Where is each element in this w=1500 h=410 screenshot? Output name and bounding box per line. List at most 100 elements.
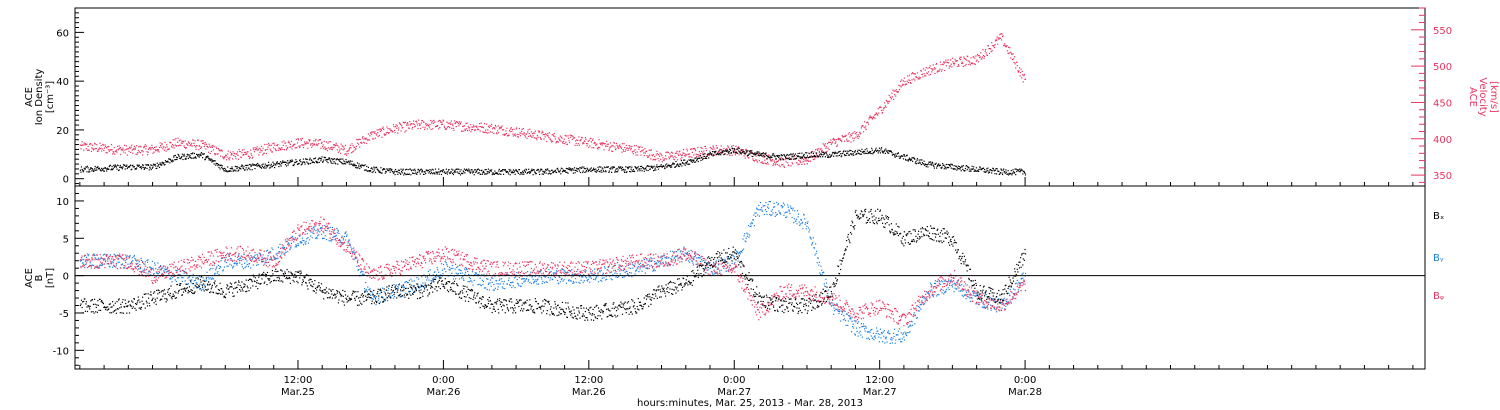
ion-density-series-point [846, 150, 848, 152]
velocity-series-point [930, 68, 932, 70]
ion-density-series-point [805, 157, 807, 159]
ion-density-series-point [95, 169, 97, 171]
velocity-series-point [766, 158, 768, 160]
velocity-series-point [104, 144, 106, 146]
by-series-point [326, 230, 328, 232]
by-series-point [224, 255, 227, 257]
ion-density-series-point [932, 164, 934, 166]
ion-density-series-point [706, 155, 708, 158]
velocity-series-point [150, 147, 152, 149]
by-series-point [720, 269, 722, 271]
by-series-point [331, 226, 333, 228]
velocity-series-point [668, 158, 670, 160]
ion-density-series-point [623, 170, 625, 172]
ion-density-series-point [355, 167, 357, 169]
ion-density-series-point [252, 163, 254, 165]
ion-density-series-point [515, 169, 517, 171]
velocity-series-point [378, 129, 380, 131]
by-series-point [545, 270, 547, 273]
ion-density-series-point [524, 171, 526, 173]
velocity-series-point [143, 147, 145, 149]
ion-density-series-point [530, 169, 532, 171]
by-series-point [536, 283, 538, 285]
velocity-series-point [350, 152, 353, 154]
ion-density-series-point [475, 170, 477, 173]
velocity-series-point [197, 139, 199, 141]
by-series-point [542, 272, 544, 274]
by-series-point [835, 308, 837, 310]
by-series-point [235, 263, 237, 265]
by-series-point [457, 273, 459, 275]
velocity-series-point [212, 144, 214, 146]
by-series-point [630, 272, 632, 274]
velocity-series-point [976, 53, 979, 56]
velocity-series-point [860, 132, 862, 134]
velocity-series-point [127, 148, 129, 150]
ion-density-series-point [89, 168, 91, 170]
by-series-point [814, 254, 816, 256]
ion-density-series-point [955, 165, 957, 167]
ion-density-series-point [781, 154, 783, 156]
ion-density-series-point [162, 162, 164, 164]
velocity-series-point [925, 67, 927, 69]
by-series-point [811, 243, 813, 245]
by-series-point [297, 243, 299, 245]
by-series-point [115, 266, 117, 268]
ion-density-series-point [1011, 174, 1013, 176]
by-series-point [257, 264, 259, 266]
ion-density-series-point [874, 150, 876, 152]
by-series-point [175, 280, 177, 283]
velocity-series-point [931, 71, 933, 73]
by-series-point [692, 264, 694, 266]
velocity-series-point [671, 155, 673, 157]
ion-density-series-point [849, 153, 852, 155]
velocity-series-point [639, 146, 641, 148]
by-series-point [760, 209, 762, 211]
velocity-series-point [406, 124, 408, 126]
velocity-series-point [505, 132, 507, 135]
velocity-series-point [883, 107, 885, 109]
velocity-series-point [908, 74, 910, 76]
velocity-series-point [416, 124, 419, 126]
by-series-point [467, 270, 469, 273]
by-series-point [570, 270, 572, 272]
by-series-point [631, 263, 633, 265]
by-series-point [630, 267, 632, 270]
velocity-series-point [608, 149, 610, 152]
by-series-point [455, 278, 457, 280]
velocity-series-point [632, 153, 634, 155]
ion-density-series-point [687, 163, 690, 165]
ion-density-series-point [910, 159, 913, 161]
ion-density-series-point [164, 164, 166, 166]
ion-density-series-point [101, 167, 103, 169]
by-series-point [95, 258, 97, 260]
velocity-series-point [798, 159, 800, 161]
ion-density-series-point [985, 170, 987, 172]
velocity-series-point [821, 149, 823, 151]
velocity-series-point [199, 145, 201, 147]
ion-density-series-point [747, 154, 750, 156]
ion-density-series-point [782, 158, 784, 160]
velocity-series-point [577, 143, 579, 145]
ion-density-series-point [89, 171, 91, 173]
velocity-series-point [247, 151, 249, 153]
velocity-series-point [801, 157, 804, 159]
ion-density-series-point [1002, 173, 1004, 176]
ion-density-series-point [313, 158, 315, 160]
by-series-point [463, 279, 465, 281]
by-series-point [825, 282, 828, 284]
velocity-series-point [598, 139, 600, 141]
by-series-point [311, 237, 313, 239]
velocity-series-point [172, 139, 174, 141]
ion-density-series-point [168, 158, 170, 160]
top-right-ylabel-line3: [km/s] [1488, 81, 1499, 113]
by-series-point [197, 276, 199, 279]
velocity-series-point [432, 122, 434, 124]
velocity-series-point [688, 156, 690, 158]
velocity-series-point [284, 142, 287, 144]
ion-density-series-point [323, 159, 325, 161]
ion-density-series-point [601, 167, 603, 169]
ion-density-series-point [326, 160, 328, 162]
ion-density-series-point [842, 151, 844, 153]
velocity-series-point [360, 141, 362, 143]
